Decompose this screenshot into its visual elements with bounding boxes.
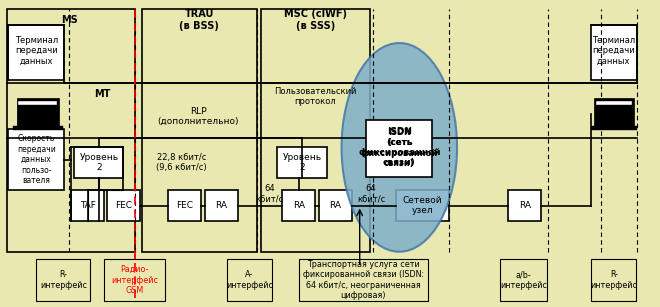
Text: RLP
(дополнительно): RLP (дополнительно) xyxy=(157,107,239,126)
Bar xyxy=(13,126,63,130)
Text: MS: MS xyxy=(61,15,78,25)
FancyBboxPatch shape xyxy=(74,147,123,178)
FancyBboxPatch shape xyxy=(299,259,428,301)
Text: A-
интерфейс: A- интерфейс xyxy=(226,270,273,290)
Text: MT: MT xyxy=(94,89,110,99)
FancyBboxPatch shape xyxy=(591,25,637,80)
Text: TAF: TAF xyxy=(80,201,96,210)
FancyBboxPatch shape xyxy=(282,190,315,221)
Text: RA: RA xyxy=(215,201,227,210)
FancyBboxPatch shape xyxy=(107,190,140,221)
Text: Скорость
передачи
данных
пользо-
вателя: Скорость передачи данных пользо- вателя xyxy=(17,134,55,185)
Bar xyxy=(16,98,59,127)
FancyBboxPatch shape xyxy=(142,9,257,252)
FancyBboxPatch shape xyxy=(36,259,90,301)
FancyBboxPatch shape xyxy=(8,25,64,80)
Text: R-
интерфейс: R- интерфейс xyxy=(590,270,638,290)
Bar xyxy=(18,101,57,126)
Text: 64
кбит/с: 64 кбит/с xyxy=(357,184,385,203)
Text: Радио-
интерфейс
GSM: Радио- интерфейс GSM xyxy=(111,265,158,295)
Text: FEC: FEC xyxy=(176,201,193,210)
FancyBboxPatch shape xyxy=(104,259,165,301)
Text: Сетевой
узел: Сетевой узел xyxy=(403,196,442,216)
Text: Уровень
2: Уровень 2 xyxy=(79,153,119,173)
FancyBboxPatch shape xyxy=(71,190,104,221)
Text: R-
интерфейс: R- интерфейс xyxy=(40,270,87,290)
Text: FEC: FEC xyxy=(115,201,132,210)
Bar xyxy=(596,101,632,126)
Bar xyxy=(596,105,632,126)
FancyBboxPatch shape xyxy=(168,190,201,221)
FancyBboxPatch shape xyxy=(500,259,547,301)
Text: a/b-
интерфейс: a/b- интерфейс xyxy=(500,270,547,290)
Text: Транспортная услуга сети
фиксированной связи (ISDN:
64 кбит/с, неограниченная
ци: Транспортная услуга сети фиксированной с… xyxy=(303,260,424,300)
FancyBboxPatch shape xyxy=(396,190,449,221)
Text: 22,8 кбит/с
(9,6 кбит/с): 22,8 кбит/с (9,6 кбит/с) xyxy=(156,153,207,173)
FancyBboxPatch shape xyxy=(8,129,64,190)
FancyBboxPatch shape xyxy=(7,9,135,252)
FancyBboxPatch shape xyxy=(7,6,653,304)
Text: RA: RA xyxy=(329,201,341,210)
Text: 64
кбит/с: 64 кбит/с xyxy=(255,184,283,203)
Text: ISDN
(сеть
фиксированной
связи): ISDN (сеть фиксированной связи) xyxy=(360,128,438,168)
FancyBboxPatch shape xyxy=(319,190,352,221)
FancyBboxPatch shape xyxy=(591,259,636,301)
FancyBboxPatch shape xyxy=(205,190,238,221)
FancyBboxPatch shape xyxy=(366,120,432,177)
Text: RA: RA xyxy=(519,201,531,210)
Text: Терминал
передачи
данных: Терминал передачи данных xyxy=(15,36,58,66)
Text: TRAU
(в BSS): TRAU (в BSS) xyxy=(180,9,219,31)
Text: Терминал
передачи
данных: Терминал передачи данных xyxy=(592,36,636,66)
FancyBboxPatch shape xyxy=(227,259,272,301)
Text: Уровень
2: Уровень 2 xyxy=(282,153,322,173)
Text: Пользовательский
протокол: Пользовательский протокол xyxy=(275,87,356,107)
Text: RA: RA xyxy=(293,201,305,210)
Text: MSC (сIWF)
(в SSS): MSC (сIWF) (в SSS) xyxy=(284,9,347,31)
Bar xyxy=(18,105,57,126)
FancyBboxPatch shape xyxy=(277,147,327,178)
Bar xyxy=(591,126,637,130)
Text: ISDN
(сеть
фиксированной
связи): ISDN (сеть фиксированной связи) xyxy=(358,127,441,167)
Ellipse shape xyxy=(342,43,457,252)
FancyBboxPatch shape xyxy=(508,190,541,221)
Bar xyxy=(594,98,634,127)
FancyBboxPatch shape xyxy=(261,9,370,252)
